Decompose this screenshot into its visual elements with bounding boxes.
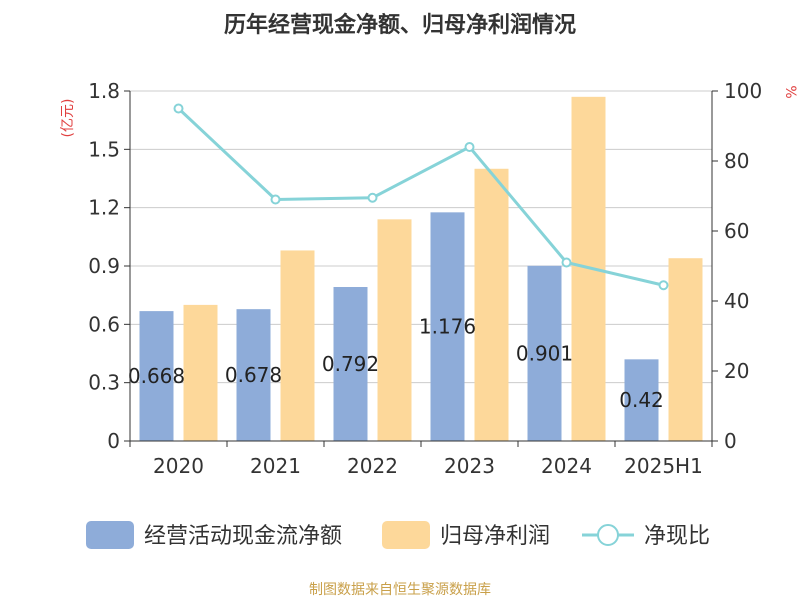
chart-title: 历年经营现金净额、归母净利润情况 [224, 12, 576, 38]
legend-swatch [382, 521, 430, 549]
y-left-tick-label: 0 [107, 429, 120, 453]
bar [430, 212, 465, 441]
bar [280, 250, 315, 441]
x-tick-label: 2025H1 [624, 454, 703, 478]
bar [333, 287, 368, 441]
bar [183, 304, 218, 441]
line-point [270, 194, 281, 205]
data-label: 0.678 [225, 363, 282, 387]
legend-swatch-marker [597, 524, 619, 546]
y-left-tick-label: 0.3 [88, 371, 120, 395]
legend-swatch [86, 521, 134, 549]
y-right-tick-label: 0 [724, 429, 737, 453]
bar [624, 359, 659, 441]
x-tick-label: 2020 [153, 454, 204, 478]
y-left-tick-label: 0.9 [88, 254, 120, 278]
y-right-tick-label: 100 [724, 79, 762, 103]
legend-label: 经营活动现金流净额 [144, 524, 342, 549]
x-tick-label: 2021 [250, 454, 301, 478]
bar [668, 258, 703, 441]
legend-label: 净现比 [644, 524, 710, 549]
x-tick-label: 2023 [444, 454, 495, 478]
data-label: 0.901 [516, 341, 573, 365]
axis-layer: 0 0.3 0.6 0.9 1.2 1.5 1.8 0 20 40 60 80 100 2020 2021 2… [88, 79, 762, 478]
line-point [658, 280, 669, 291]
data-label: 0.42 [619, 388, 664, 412]
line-point [561, 257, 572, 268]
legend: 经营活动现金流净额 归母净利润 净现比 [86, 521, 710, 549]
y-left-axis-label: (亿元) [60, 99, 76, 138]
source-note: 制图数据来自恒生聚源数据库 [309, 582, 491, 598]
data-label: 0.668 [128, 364, 185, 388]
line-point [464, 142, 475, 152]
line-layer [173, 103, 669, 291]
data-label: 1.176 [419, 315, 476, 339]
bar [474, 168, 509, 441]
label-layer: 0.668 0.678 0.792 1.176 0.901 0.42 [128, 315, 664, 413]
data-label: 0.792 [322, 352, 379, 376]
y-left-tick-label: 1.5 [88, 137, 120, 161]
y-left-tick-label: 1.8 [88, 79, 120, 103]
line-point [367, 192, 378, 203]
y-left-tick-label: 0.6 [88, 312, 120, 336]
legend-label: 归母净利润 [440, 524, 550, 549]
bar-layer [139, 96, 703, 441]
bar [236, 309, 271, 441]
bar [527, 265, 562, 441]
y-right-tick-label: 20 [724, 359, 749, 383]
grid-layer [130, 90, 712, 384]
line-point [173, 103, 184, 114]
y-right-axis-label: % [782, 85, 798, 98]
y-right-tick-label: 60 [724, 219, 749, 243]
x-tick-label: 2022 [347, 454, 398, 478]
y-right-tick-label: 80 [724, 149, 749, 173]
series-line [177, 107, 664, 287]
bar [139, 311, 174, 441]
y-left-tick-label: 1.2 [88, 196, 120, 220]
x-tick-label: 2024 [541, 454, 592, 478]
y-right-tick-label: 40 [724, 289, 749, 313]
bar [377, 219, 412, 441]
